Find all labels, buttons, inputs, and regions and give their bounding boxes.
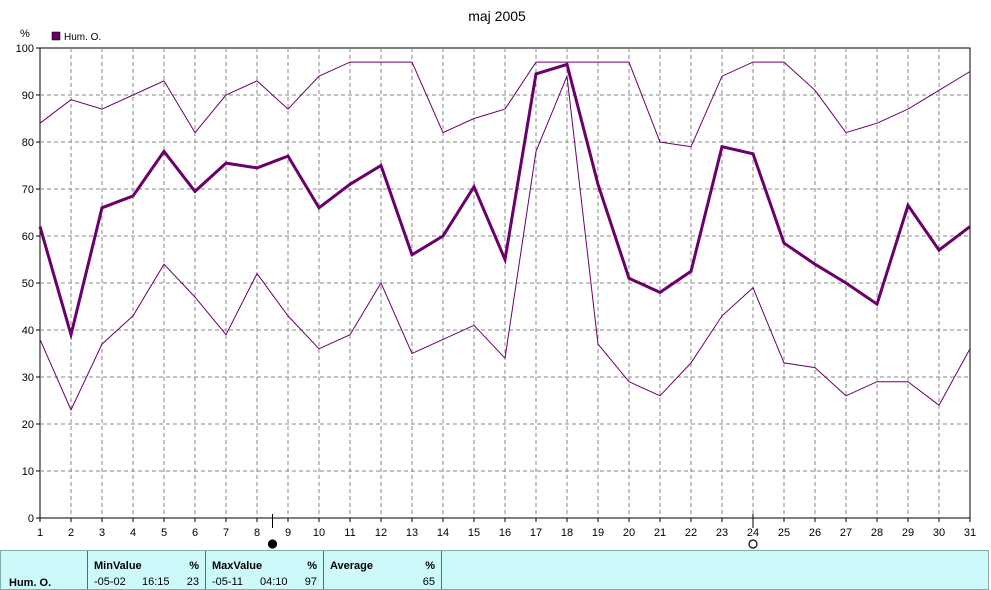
x-tick-label: 30 — [933, 527, 945, 539]
x-tick-label: 24 — [747, 527, 759, 539]
stats-max-column: MaxValue % -05-11 04:10 97 — [206, 551, 324, 589]
x-tick-label: 28 — [871, 527, 883, 539]
x-tick-label: 12 — [375, 527, 387, 539]
legend-label: Hum. O. — [64, 32, 101, 43]
x-tick-label: 20 — [623, 527, 635, 539]
x-tick-label: 21 — [654, 527, 666, 539]
humidity-chart: maj 2005 % Hum. O. 010203040506070809010… — [16, 8, 976, 549]
series — [38, 61, 971, 412]
y-tick-label: 70 — [22, 184, 34, 196]
y-tick-label: 40 — [22, 325, 34, 337]
min-date: -05-02 — [94, 576, 126, 588]
x-tick-label: 9 — [285, 527, 291, 539]
y-tick-label: 10 — [22, 466, 34, 478]
x-tick-label: 23 — [716, 527, 728, 539]
series-minimum-line — [39, 74, 971, 412]
x-tick-label: 8 — [254, 527, 260, 539]
x-tick-label: 11 — [344, 527, 355, 539]
x-tick-label: 14 — [437, 527, 449, 539]
x-tick-label: 15 — [468, 527, 480, 539]
stats-avg-column: Average % 65 — [324, 551, 442, 589]
x-tick-label: 25 — [778, 527, 790, 539]
y-axis-ticks: 0 10 20 30 40 50 60 70 80 90 100 — [16, 43, 40, 525]
min-time: 16:15 — [142, 576, 170, 588]
y-tick-label: 20 — [22, 419, 34, 431]
stats-min-column: MinValue % -05-02 16:15 23 — [88, 551, 206, 589]
avg-header: Average — [330, 560, 374, 572]
max-value: 97 — [304, 576, 317, 588]
max-time: 04:10 — [260, 576, 288, 588]
x-tick-label: 5 — [161, 527, 167, 539]
x-tick-label: 27 — [840, 527, 852, 539]
max-header: MaxValue — [212, 560, 263, 572]
x-tick-label: 17 — [530, 527, 542, 539]
y-tick-label: 50 — [22, 278, 34, 290]
stats-panel: Hum. O. MinValue % -05-02 16:15 23 MaxVa… — [0, 550, 989, 590]
x-tick-label: 26 — [809, 527, 821, 539]
x-tick-label: 29 — [902, 527, 914, 539]
max-unit: % — [307, 560, 317, 572]
x-tick-label: 13 — [406, 527, 418, 539]
y-tick-label: 30 — [22, 372, 34, 384]
min-header: MinValue — [94, 560, 142, 572]
y-axis-unit: % — [20, 28, 30, 40]
x-tick-label: 3 — [99, 527, 105, 539]
x-tick-label: 19 — [592, 527, 604, 539]
max-date: -05-11 — [212, 576, 243, 588]
open-circle-marker — [748, 539, 758, 549]
x-axis-ticks: 1 2 3 4 5 6 7 8 9 10 11 12 13 14 15 16 17 18 19 20 21 22 23 24 2… — [37, 518, 976, 539]
markers — [267, 514, 758, 549]
legend: Hum. O. — [51, 31, 101, 43]
x-tick-label: 7 — [223, 527, 229, 539]
avg-unit: % — [425, 560, 435, 572]
filled-circle-marker — [267, 539, 278, 549]
y-tick-label: 60 — [22, 231, 34, 243]
x-tick-label: 16 — [499, 527, 511, 539]
y-tick-label: 100 — [16, 43, 34, 55]
min-value: 23 — [186, 576, 199, 588]
series-maximum-line — [39, 61, 971, 148]
legend-swatch — [51, 31, 61, 41]
x-tick-label: 31 — [964, 527, 976, 539]
chart-title: maj 2005 — [468, 8, 526, 24]
x-tick-label: 1 — [37, 527, 43, 539]
x-tick-label: 18 — [561, 527, 573, 539]
stats-row-label: Hum. O. — [9, 577, 52, 589]
y-tick-label: 0 — [28, 513, 34, 525]
series-average-line — [38, 62, 971, 341]
x-tick-label: 2 — [68, 527, 74, 539]
min-unit: % — [189, 560, 199, 572]
stats-name-column: Hum. O. — [1, 551, 88, 589]
avg-value: 65 — [422, 576, 435, 588]
x-tick-label: 6 — [192, 527, 198, 539]
x-tick-label: 22 — [685, 527, 697, 539]
x-tick-label: 4 — [130, 527, 136, 539]
y-tick-label: 90 — [22, 90, 34, 102]
y-tick-label: 80 — [22, 137, 34, 149]
x-tick-label: 10 — [313, 527, 325, 539]
